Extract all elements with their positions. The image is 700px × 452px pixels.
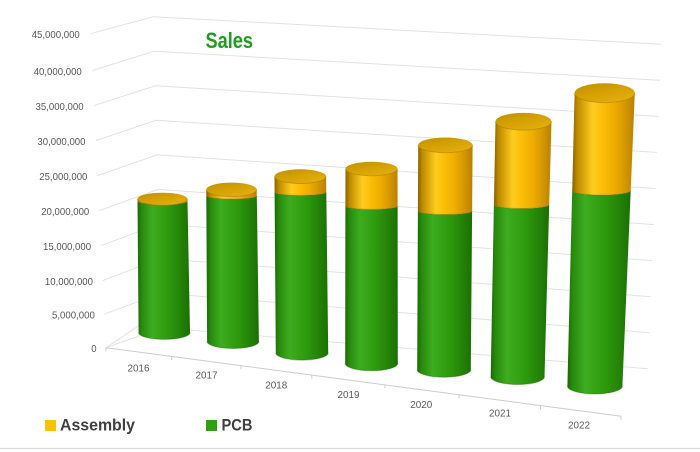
svg-text:25,000,000: 25,000,000	[39, 171, 87, 183]
svg-text:2020: 2020	[410, 399, 432, 411]
svg-text:45,000,000: 45,000,000	[32, 29, 80, 41]
svg-text:0: 0	[91, 343, 96, 355]
svg-text:30,000,000: 30,000,000	[37, 136, 85, 148]
svg-text:35,000,000: 35,000,000	[36, 101, 84, 113]
svg-text:Sales: Sales	[206, 28, 254, 53]
svg-text:40,000,000: 40,000,000	[34, 66, 82, 78]
svg-text:10,000,000: 10,000,000	[45, 276, 93, 288]
svg-text:2022: 2022	[568, 420, 590, 432]
svg-text:Assembly: Assembly	[60, 416, 136, 435]
svg-text:2018: 2018	[265, 379, 287, 391]
svg-text:15,000,000: 15,000,000	[43, 241, 91, 253]
svg-text:2019: 2019	[338, 389, 360, 401]
svg-text:2017: 2017	[196, 370, 218, 382]
svg-text:2016: 2016	[128, 363, 150, 375]
svg-text:20,000,000: 20,000,000	[41, 206, 89, 218]
svg-text:2021: 2021	[489, 408, 511, 420]
svg-text:PCB: PCB	[222, 416, 253, 435]
svg-text:5,000,000: 5,000,000	[52, 310, 95, 322]
